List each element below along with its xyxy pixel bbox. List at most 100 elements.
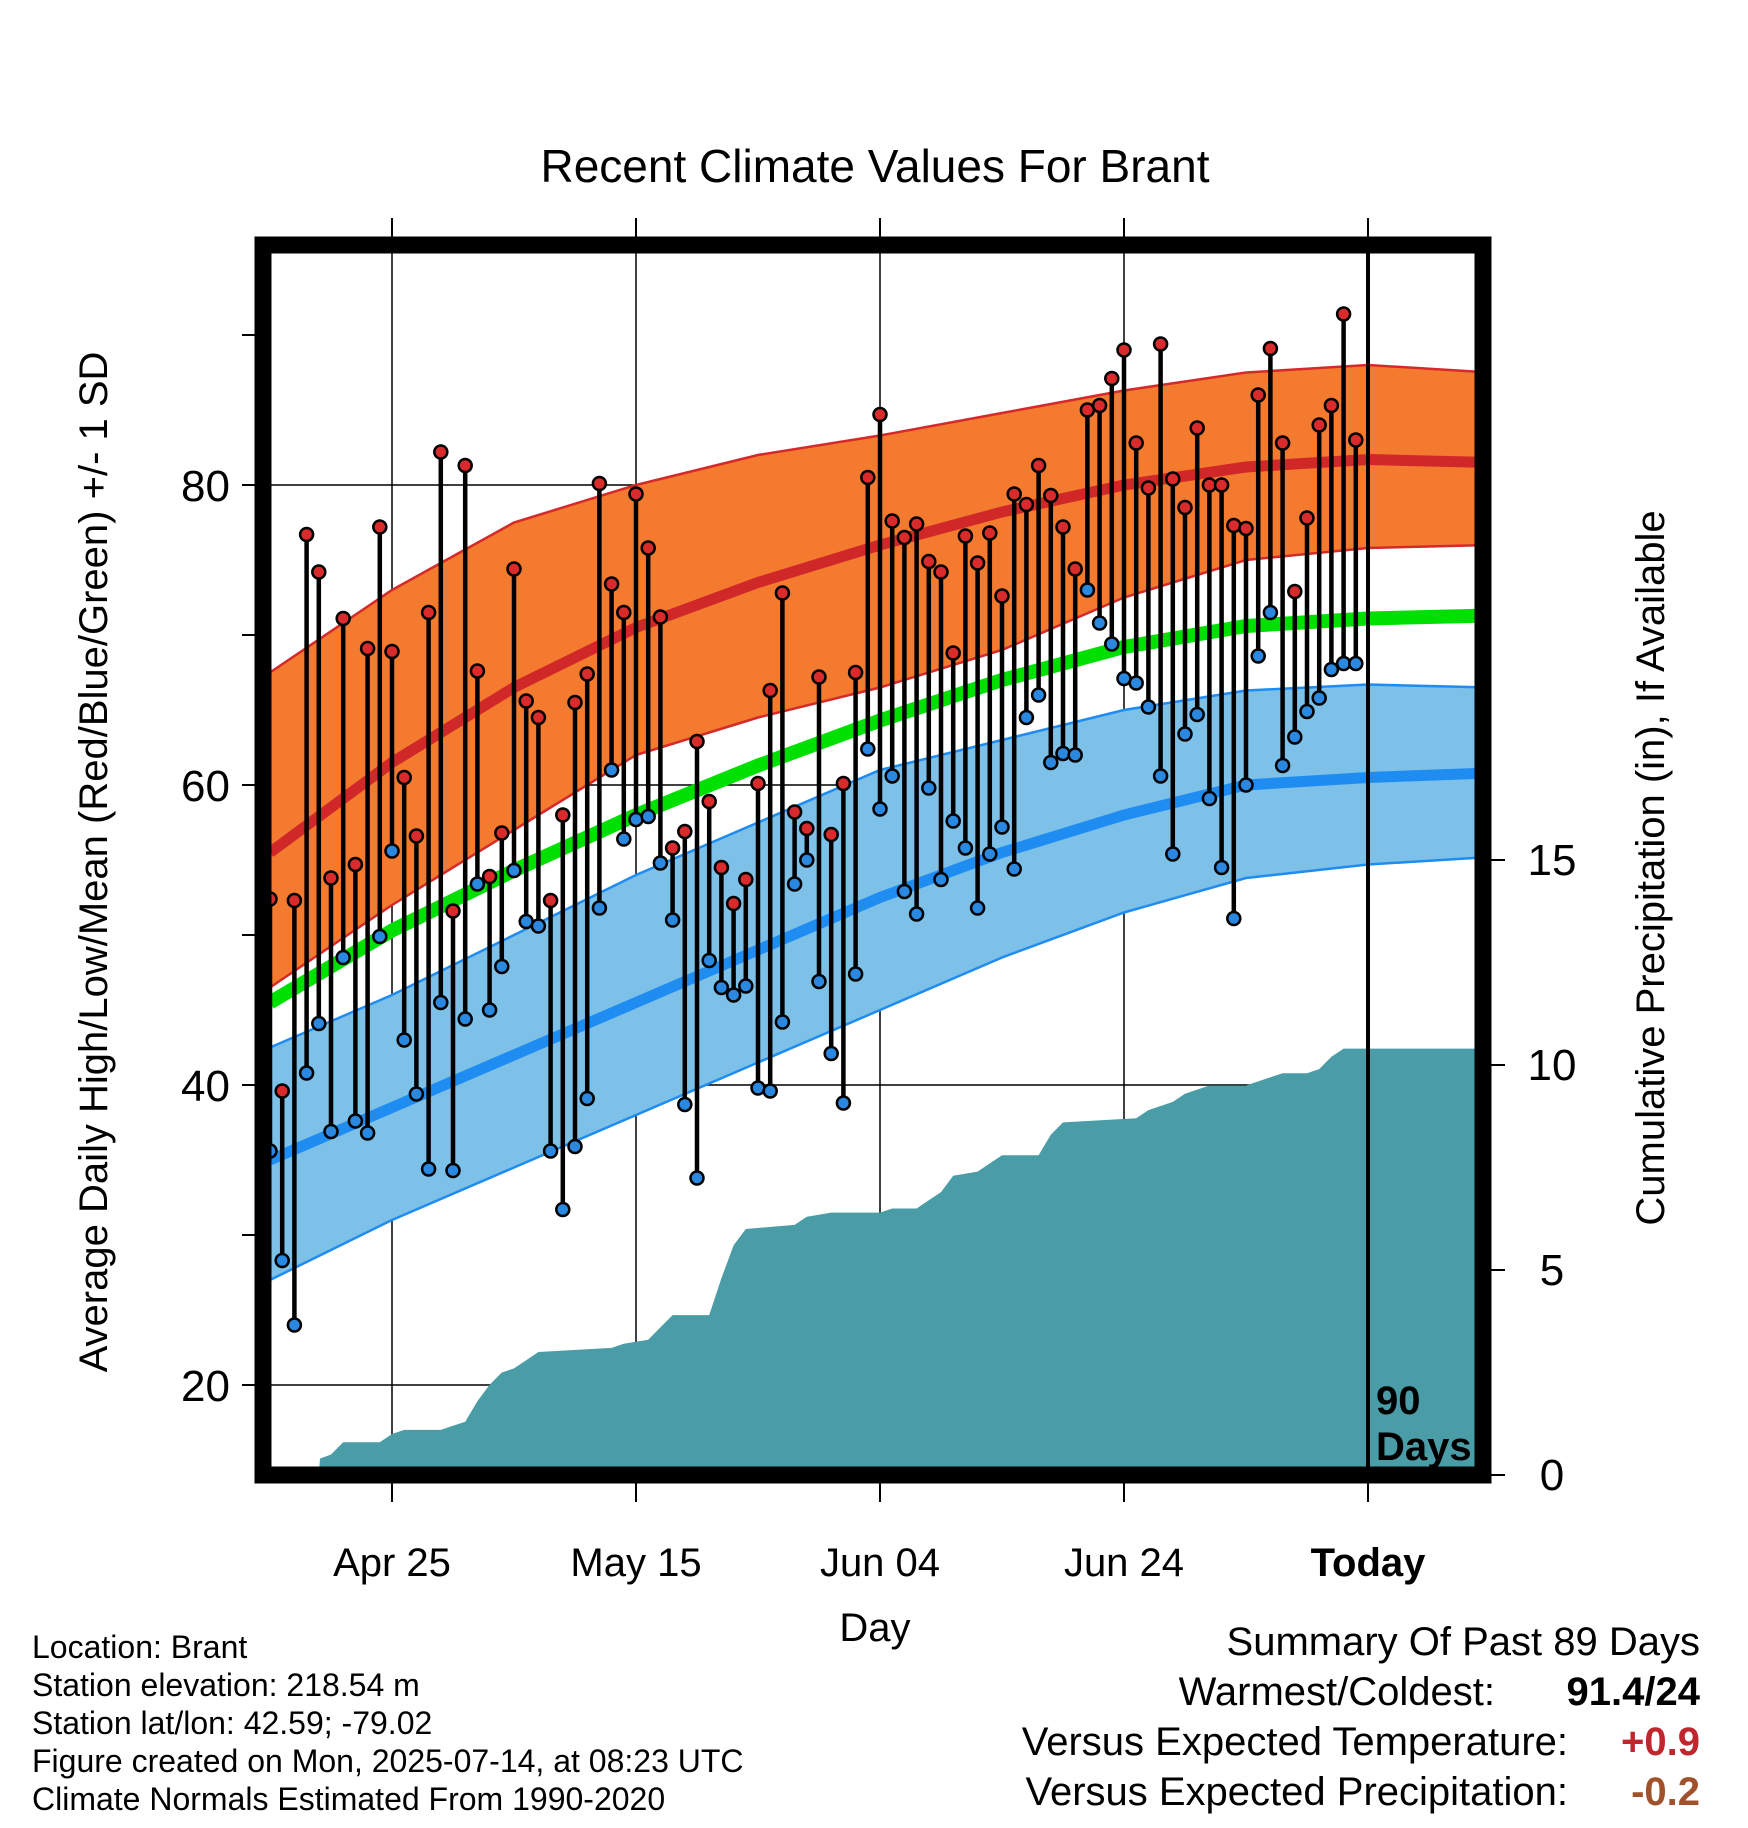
daily-low-point (945, 813, 961, 829)
y2-tick-label-3: 15 (1528, 836, 1577, 885)
daily-high-point (1262, 340, 1279, 357)
daily-low-point (713, 979, 730, 996)
daily-high-point (323, 870, 339, 886)
daily-low-point (530, 918, 547, 934)
y2-tick-label-1: 5 (1540, 1246, 1564, 1295)
daily-high-point (896, 529, 913, 546)
daily-low-point (774, 1014, 791, 1030)
x-tick-label-4: Today (1311, 1541, 1427, 1585)
daily-low-point (896, 883, 913, 900)
daily-high-point (786, 804, 803, 820)
daily-high-point (872, 406, 888, 423)
daily-high-point (518, 693, 534, 709)
daily-high-point (1299, 510, 1315, 526)
daily-low-point (1067, 747, 1083, 763)
station-info: Location: Brant Station elevation: 218.5… (32, 1628, 744, 1818)
daily-high-point (384, 643, 400, 660)
daily-high-point (933, 564, 949, 580)
daily-low-point (274, 1252, 290, 1269)
daily-high-point (799, 820, 815, 837)
daily-low-point (847, 966, 864, 982)
daily-high-point (762, 682, 778, 699)
x-axis-label: Day (839, 1606, 910, 1650)
daily-low-point (1152, 768, 1169, 784)
summary-title: Summary Of Past 89 Days (1226, 1620, 1700, 1664)
daily-low-point (786, 876, 803, 892)
daily-low-point (725, 987, 742, 1003)
normal-low-band-lower-edge (269, 855, 1491, 1282)
daily-high-point (433, 444, 449, 460)
daily-high-point (1274, 435, 1291, 451)
daily-high-point (1323, 397, 1340, 414)
daily-high-point (713, 859, 730, 876)
daily-low-point (1043, 754, 1059, 771)
daily-high-point (1311, 417, 1327, 433)
daily-high-point (677, 823, 693, 840)
daily-high-point (372, 519, 388, 535)
normal-low-line (267, 767, 1491, 1166)
daily-low-point (1274, 757, 1291, 774)
daily-low-point (1055, 745, 1071, 762)
x-tick-label-1: May 15 (570, 1541, 701, 1585)
temp-value: +0.9 (1621, 1720, 1700, 1764)
warmest-label: Warmest/Coldest: (1178, 1670, 1495, 1714)
daily-high-point (1067, 561, 1083, 577)
daily-high-point (457, 457, 473, 474)
daily-low-point (835, 1095, 852, 1111)
precip-label: Versus Expected Precipitation: (1025, 1770, 1568, 1814)
daily-high-point (347, 856, 364, 873)
daily-low-point (1348, 655, 1364, 672)
daily-low-point (1079, 582, 1096, 598)
daily-low-point (1262, 604, 1279, 621)
y2-axis-label: Cumulative Precipitation (in), If Availa… (1629, 510, 1673, 1225)
daily-low-point (1323, 661, 1340, 678)
daily-high-point (1018, 496, 1035, 513)
daily-low-point (420, 1161, 437, 1177)
daily-low-point (1091, 615, 1108, 631)
daily-low-point (1226, 910, 1242, 927)
daily-high-point (835, 775, 852, 792)
daily-high-point (664, 840, 681, 856)
daily-high-point (1043, 487, 1059, 504)
daily-high-point (591, 475, 608, 492)
daily-high-point (1104, 370, 1120, 387)
precip-area (270, 1048, 1490, 1475)
daily-high-point (628, 486, 644, 502)
daily-low-point (542, 1143, 559, 1159)
daily-low-point (701, 952, 717, 969)
daily-high-point (408, 828, 425, 844)
daily-high-point (945, 645, 961, 661)
elevation-text: Station elevation: 218.54 m (32, 1667, 420, 1703)
y-tick-label-1: 40 (181, 1062, 230, 1111)
daily-high-point (908, 516, 925, 532)
daily-low-point (323, 1123, 339, 1140)
daily-high-point (311, 564, 327, 580)
daily-low-point (1238, 777, 1254, 793)
precip-area-group (270, 1048, 1490, 1475)
daily-high-point (957, 528, 974, 544)
daily-low-point (1201, 790, 1218, 807)
daily-low-point (994, 819, 1010, 835)
daily-low-point (908, 906, 925, 922)
daily-high-point (640, 540, 656, 556)
summary-temp-row: Versus Expected Temperature: +0.9 (900, 1720, 1700, 1768)
summary-warmest-row: Warmest/Coldest: 91.4/24 (900, 1670, 1700, 1718)
daily-high-point (811, 669, 827, 685)
daily-high-point (420, 604, 437, 621)
daily-low-point (1006, 861, 1022, 877)
daily-high-point (823, 826, 839, 843)
daily-high-point (1348, 432, 1364, 448)
daily-high-point (396, 769, 412, 786)
daily-low-point (372, 928, 388, 945)
daily-high-point (750, 775, 766, 792)
y2-tick-label-2: 10 (1528, 1041, 1577, 1090)
daily-high-point (274, 1083, 290, 1099)
daily-high-point (1055, 519, 1071, 535)
summary-precip-row: Versus Expected Precipitation: -0.2 (900, 1770, 1700, 1818)
daily-high-point (1189, 420, 1205, 436)
daily-high-point (1226, 517, 1242, 534)
daily-low-point (1165, 846, 1181, 862)
daily-low-point (738, 978, 754, 994)
